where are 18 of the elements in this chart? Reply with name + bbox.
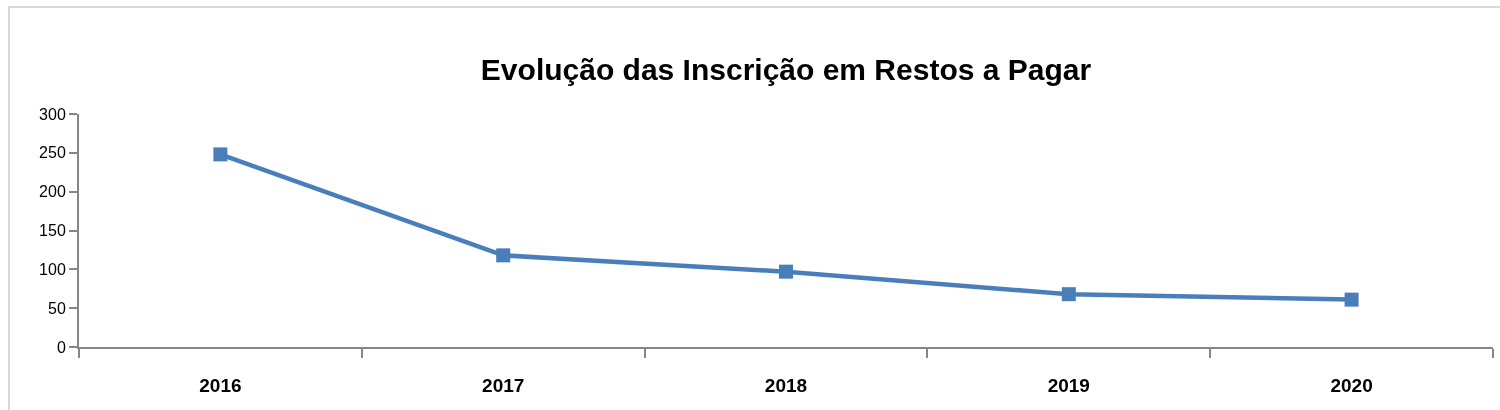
x-tick-label: 2020 <box>1330 374 1373 396</box>
point <box>1061 287 1076 302</box>
y-tick-label: 150 <box>39 222 66 240</box>
x-tick-label: 2018 <box>764 374 808 396</box>
y-tick-label: 100 <box>39 260 66 278</box>
y-tick-label: 200 <box>39 183 66 201</box>
x-tick-label: 2016 <box>199 374 242 396</box>
y-tick-label: 50 <box>48 299 66 317</box>
y-tick-label: 300 <box>39 105 66 123</box>
chart-title: Evolução das Inscrição em Restos a Pagar <box>480 53 1092 87</box>
x-tick-label: 2019 <box>1047 374 1090 396</box>
point <box>496 248 511 263</box>
point <box>213 147 228 162</box>
point <box>1344 292 1359 307</box>
point <box>779 264 793 279</box>
y-tick-label: 250 <box>39 144 66 162</box>
y-tick-label: 0 <box>56 338 66 356</box>
x-tick-label: 2017 <box>482 374 525 396</box>
